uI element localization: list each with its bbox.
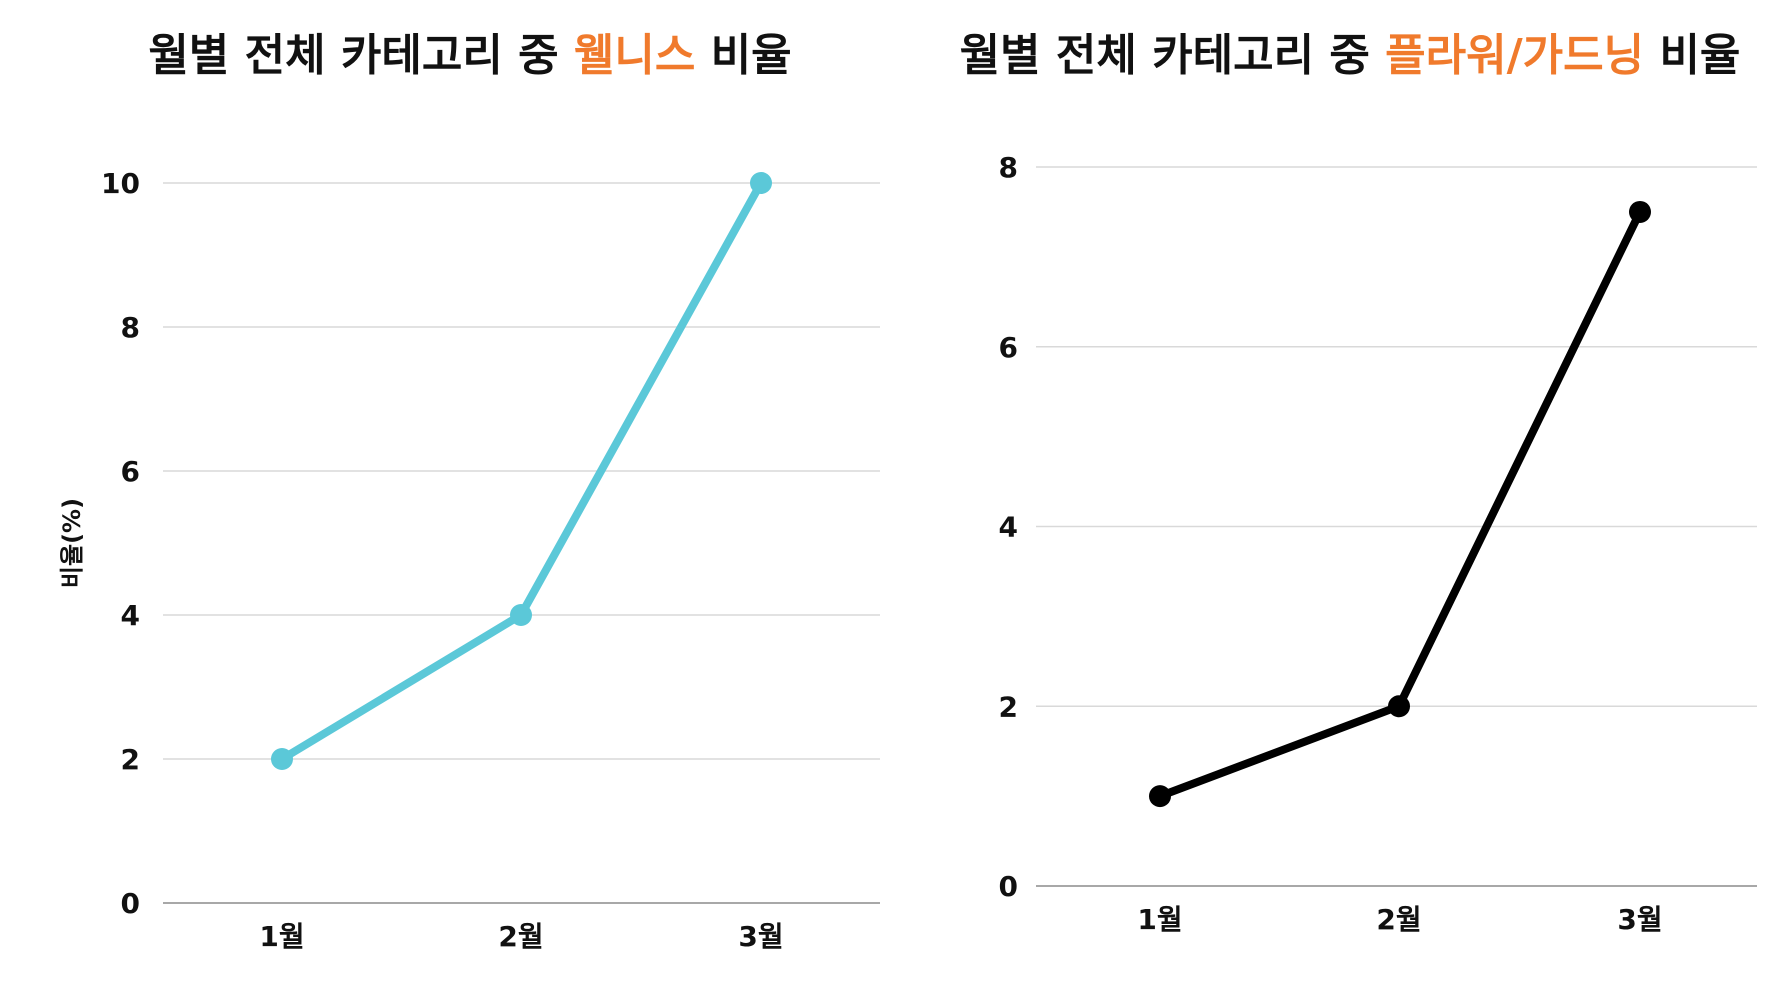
y-tick-label: 6 <box>121 455 140 488</box>
data-point <box>1388 695 1410 718</box>
y-tick-label: 8 <box>999 151 1018 184</box>
x-tick-label: 2월 <box>1376 903 1421 936</box>
data-point <box>750 172 772 194</box>
x-tick-label: 3월 <box>738 920 783 953</box>
y-tick-label: 4 <box>121 599 140 632</box>
flower-gardening-ratio-chart: 월별 전체 카테고리 중 플라워/가드닝 비율 0 2 4 6 8 1월 2월 3월 <box>960 30 1757 936</box>
y-tick-label: 8 <box>121 311 140 344</box>
data-point <box>1149 785 1171 808</box>
y-tick-label: 10 <box>101 167 140 200</box>
wellness-ratio-chart: 월별 전체 카테고리 중 웰니스 비율 0 2 4 6 8 10 1월 2월 3월 비율(%) <box>58 30 880 953</box>
y-tick-label: 4 <box>999 511 1018 544</box>
chart-title: 월별 전체 카테고리 중 웰니스 비율 <box>148 30 791 81</box>
chart-title-highlight: 웰니스 <box>574 30 695 81</box>
y-tick-label: 2 <box>121 743 140 776</box>
chart-title: 월별 전체 카테고리 중 플라워/가드닝 비율 <box>960 30 1741 81</box>
data-point <box>510 604 532 626</box>
y-axis-title: 비율(%) <box>58 498 86 588</box>
data-point <box>1629 200 1651 223</box>
x-tick-label: 1월 <box>259 920 304 953</box>
x-tick-label: 3월 <box>1617 903 1662 936</box>
y-tick-label: 2 <box>999 690 1018 723</box>
data-point <box>271 748 293 770</box>
chart-title-segment: 월별 전체 카테고리 중 <box>148 30 574 81</box>
y-tick-label: 0 <box>121 887 140 920</box>
chart-title-segment: 비율 <box>1644 30 1740 81</box>
y-tick-label: 6 <box>999 331 1018 364</box>
x-tick-label: 1월 <box>1137 903 1182 936</box>
chart-title-segment: 비율 <box>695 30 791 81</box>
chart-title-segment: 월별 전체 카테고리 중 <box>960 30 1386 81</box>
chart-title-highlight: 플라워/가드닝 <box>1385 30 1644 81</box>
x-tick-label: 2월 <box>498 920 543 953</box>
y-tick-label: 0 <box>999 870 1018 903</box>
